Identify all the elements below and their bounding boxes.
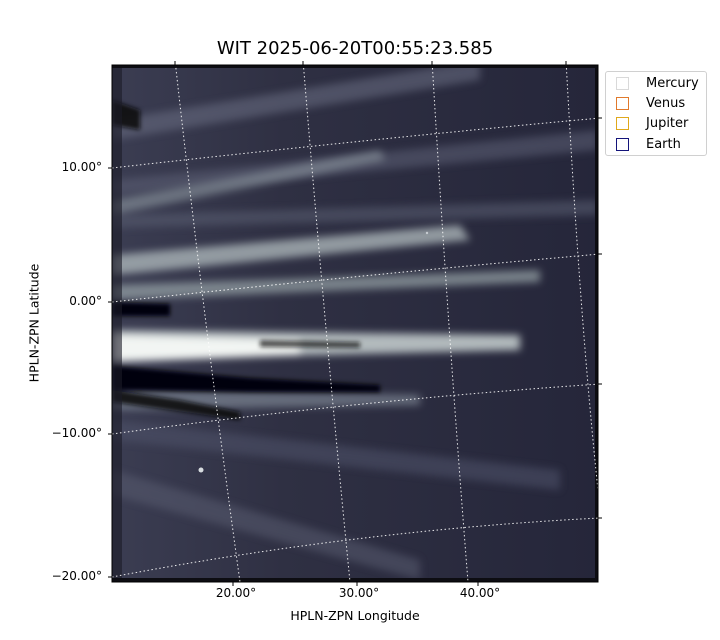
coordinate-grid — [112, 65, 598, 582]
legend-item-venus: Venus — [616, 95, 685, 111]
y-axis-label: HPLN-ZPN Latitude — [26, 263, 42, 383]
tick-marks — [108, 61, 602, 586]
y-tick-label: −10.00° — [51, 426, 102, 440]
legend-swatch — [616, 96, 629, 110]
legend: Mercury Venus Jupiter Earth — [605, 71, 707, 156]
legend-label: Mercury — [646, 75, 699, 91]
y-tick-label: 0.00° — [69, 294, 102, 308]
axes-frame — [111, 64, 599, 583]
legend-label: Jupiter — [646, 115, 689, 131]
legend-swatch — [616, 137, 629, 151]
plot-title: WIT 2025-06-20T00:55:23.585 — [216, 38, 494, 59]
legend-item-mercury: Mercury — [616, 75, 699, 91]
x-tick-label: 30.00° — [338, 586, 380, 600]
y-tick-label: −20.00° — [51, 569, 102, 583]
x-tick-label: 20.00° — [215, 586, 257, 600]
x-tick-label: 40.00° — [459, 586, 501, 600]
legend-swatch — [616, 76, 629, 90]
image-area — [112, 65, 598, 582]
x-axis-label: HPLN-ZPN Longitude — [290, 608, 420, 623]
legend-label: Venus — [646, 95, 686, 111]
legend-item-jupiter: Jupiter — [616, 115, 688, 131]
legend-label: Earth — [646, 136, 681, 152]
legend-item-earth: Earth — [616, 136, 681, 152]
y-tick-label: 10.00° — [61, 160, 102, 174]
legend-swatch — [616, 116, 629, 130]
